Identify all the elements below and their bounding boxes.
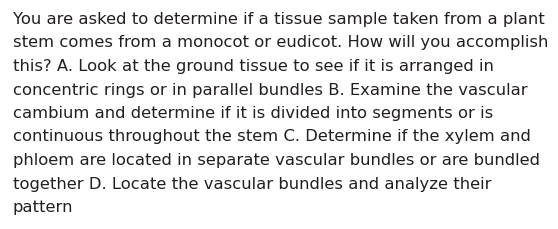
Text: phloem are located in separate vascular bundles or are bundled: phloem are located in separate vascular … bbox=[13, 152, 540, 167]
Text: cambium and determine if it is divided into segments or is: cambium and determine if it is divided i… bbox=[13, 106, 493, 120]
Text: pattern: pattern bbox=[13, 199, 74, 214]
Text: stem comes from a monocot or eudicot. How will you accomplish: stem comes from a monocot or eudicot. Ho… bbox=[13, 35, 549, 50]
Text: this? A. Look at the ground tissue to see if it is arranged in: this? A. Look at the ground tissue to se… bbox=[13, 59, 494, 74]
Text: together D. Locate the vascular bundles and analyze their: together D. Locate the vascular bundles … bbox=[13, 176, 492, 191]
Text: You are asked to determine if a tissue sample taken from a plant: You are asked to determine if a tissue s… bbox=[13, 12, 545, 27]
Text: concentric rings or in parallel bundles B. Examine the vascular: concentric rings or in parallel bundles … bbox=[13, 82, 528, 97]
Text: continuous throughout the stem C. Determine if the xylem and: continuous throughout the stem C. Determ… bbox=[13, 129, 531, 144]
